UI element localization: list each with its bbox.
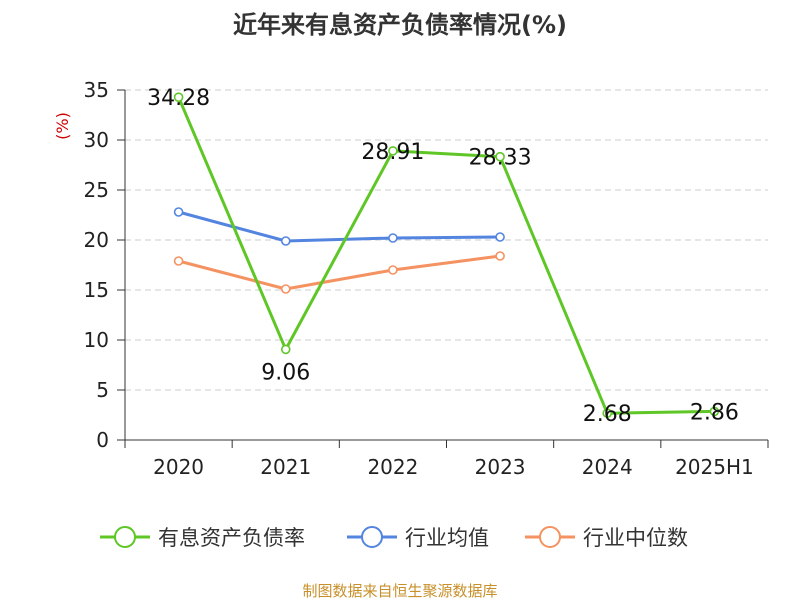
x-tick-label: 2025H1 xyxy=(675,455,754,479)
series-layer xyxy=(173,92,720,419)
data-label: 34.28 xyxy=(147,86,210,111)
data-label: 9.06 xyxy=(261,360,310,385)
data-point xyxy=(495,232,505,242)
data-point xyxy=(709,406,720,417)
data-point xyxy=(495,251,505,261)
y-tick-label: 35 xyxy=(84,78,109,102)
y-tick-label: 25 xyxy=(84,178,109,202)
data-label: 2.86 xyxy=(690,400,739,425)
x-tick-label: 2023 xyxy=(475,455,526,479)
legend-marker xyxy=(361,526,383,548)
y-axis-label: (%) xyxy=(53,112,72,140)
data-point xyxy=(280,236,291,246)
source-note: 制图数据来自恒生聚源数据库 xyxy=(302,582,497,600)
data-label: 2.68 xyxy=(583,402,632,427)
axes: 0 5 10 15 20 25 30 35 2020 2021 2022 2023 2024 2025H1 xyxy=(84,78,769,479)
data-point xyxy=(388,233,398,243)
data-point xyxy=(280,284,291,294)
data-point xyxy=(173,256,184,266)
y-tick-label: 30 xyxy=(84,128,109,152)
data-point xyxy=(388,146,398,156)
legend-label: 行业中位数 xyxy=(583,526,688,550)
data-label: 28.91 xyxy=(361,140,424,165)
legend: 有息资产负债率 行业均值 行业中位数 xyxy=(100,526,688,550)
legend-label: 行业均值 xyxy=(405,526,489,550)
x-tick-label: 2022 xyxy=(367,455,418,479)
series-line xyxy=(178,254,501,291)
legend-marker xyxy=(539,526,561,548)
series-line xyxy=(178,210,501,243)
y-tick-label: 15 xyxy=(84,278,109,302)
y-tick-label: 5 xyxy=(96,378,109,402)
data-point xyxy=(173,92,184,102)
data-label: 28.33 xyxy=(469,146,532,171)
data-point xyxy=(173,207,184,217)
data-point xyxy=(388,265,398,275)
legend-marker xyxy=(114,526,136,548)
x-tick-label: 2021 xyxy=(260,455,311,479)
grid xyxy=(125,89,768,391)
x-tick-label: 2020 xyxy=(153,455,204,479)
series-line xyxy=(177,96,715,415)
data-labels: 34.28 9.06 28.91 28.33 2.68 2.86 xyxy=(147,86,739,427)
data-point xyxy=(602,408,613,419)
legend-label: 有息资产负债率 xyxy=(158,526,305,550)
y-tick-label: 10 xyxy=(84,328,109,352)
y-tick-label: 0 xyxy=(96,428,109,452)
data-point xyxy=(495,151,505,162)
chart-title: 近年来有息资产负债率情况(%) xyxy=(233,11,567,39)
data-point xyxy=(280,344,291,355)
x-tick-label: 2024 xyxy=(582,455,633,479)
y-tick-label: 20 xyxy=(84,228,109,252)
